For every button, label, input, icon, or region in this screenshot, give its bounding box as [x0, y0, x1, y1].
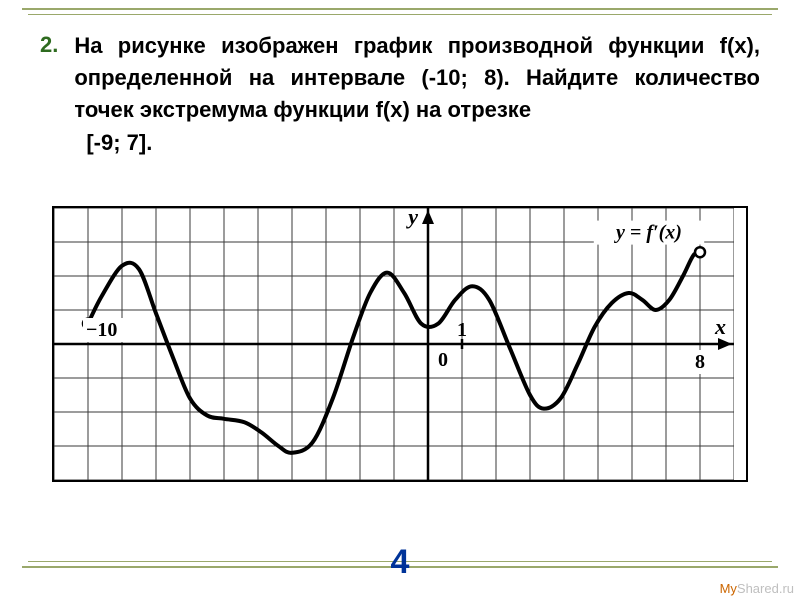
problem-text: На рисунке изображен график производной … — [74, 30, 760, 126]
problem-text-wrap: На рисунке изображен график производной … — [74, 30, 760, 156]
problem-interval: [-9; 7]. — [86, 130, 760, 156]
svg-text:1: 1 — [457, 319, 467, 341]
svg-text:y: y — [405, 208, 418, 229]
svg-text:−10: −10 — [86, 319, 117, 341]
svg-text:0: 0 — [438, 349, 448, 371]
svg-text:x: x — [714, 314, 726, 339]
watermark-suffix: Shared.ru — [737, 581, 794, 596]
svg-text:y = f′(x): y = f′(x) — [614, 222, 682, 244]
derivative-graph: y x 01 −10 8 y = f′(x) — [54, 208, 734, 480]
svg-text:8: 8 — [695, 351, 705, 373]
graph-container: y x 01 −10 8 y = f′(x) — [52, 206, 748, 482]
problem-number: 2. — [40, 30, 58, 58]
answer-block: 4 — [0, 543, 800, 582]
answer-value: 4 — [391, 543, 410, 581]
watermark: MyShared.ru — [720, 581, 794, 596]
problem-block: 2. На рисунке изображен график производн… — [40, 30, 760, 156]
watermark-prefix: My — [720, 581, 737, 596]
